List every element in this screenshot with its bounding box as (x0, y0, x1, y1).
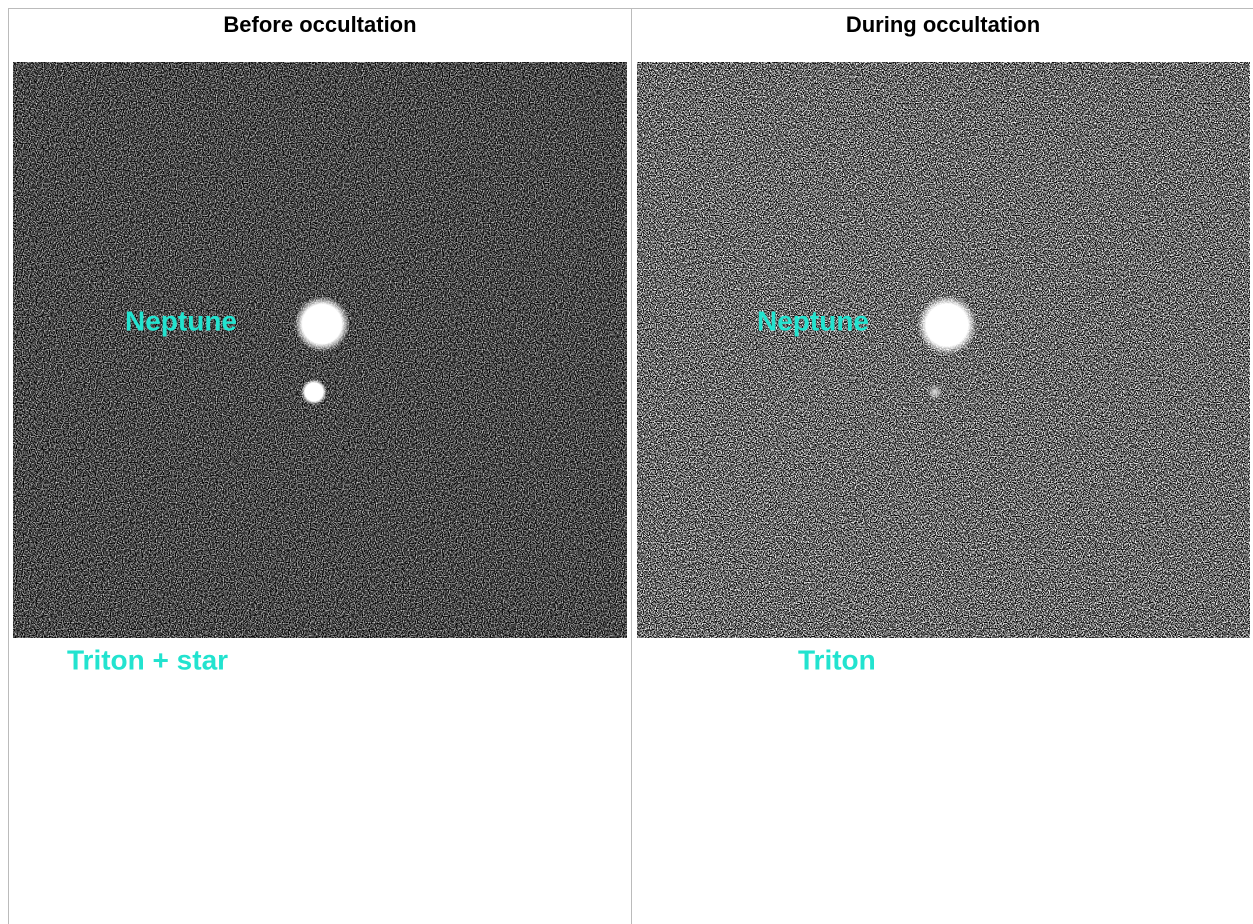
caption: Triton + star (67, 644, 228, 675)
image-during: Neptune (637, 62, 1250, 638)
column-header: Before occultation (223, 12, 416, 37)
neptune-blob (294, 296, 350, 352)
neptune-blob (917, 295, 977, 355)
table: Before occultation During occultation Ne… (0, 0, 1253, 924)
image-before: Neptune (13, 62, 627, 638)
page: Before occultation During occultation Ne… (0, 0, 1253, 924)
overlay-label: Neptune (757, 305, 869, 336)
caption: Triton (798, 644, 876, 675)
overlay-label: Neptune (125, 305, 237, 336)
column-header: During occultation (846, 12, 1040, 37)
triton-blob (301, 379, 327, 405)
triton-blob (927, 384, 943, 400)
